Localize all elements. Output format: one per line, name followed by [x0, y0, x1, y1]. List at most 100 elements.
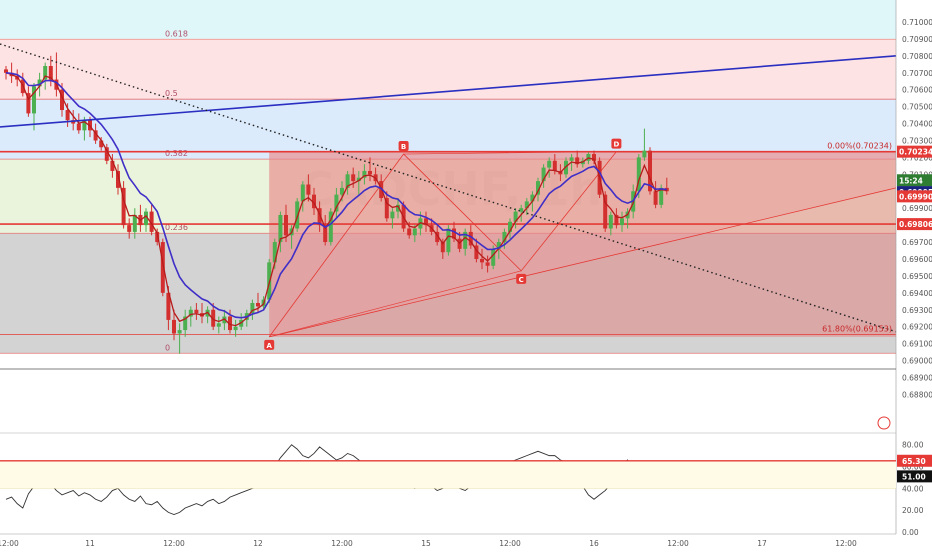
candle-body: [177, 330, 182, 334]
candle-body: [480, 258, 484, 263]
fib-right-label: 0.00%(0.70234): [827, 142, 892, 151]
candle-body: [300, 184, 305, 202]
candle-body: [345, 174, 350, 188]
candle-body: [155, 231, 160, 243]
candle-body: [552, 160, 557, 171]
abcd-path: [268, 151, 617, 338]
fib-level-label: 0.618: [165, 29, 188, 38]
candle-body: [110, 160, 115, 171]
price-tick-label: 0.69500: [902, 272, 932, 281]
price-tick-label: 0.69200: [902, 323, 932, 332]
candle-body: [93, 130, 98, 141]
time-tick-label: 12:00: [667, 539, 689, 548]
candle-body: [306, 184, 311, 195]
fib-right-label: 61.80%(0.69153): [822, 325, 892, 334]
price-tag: [897, 190, 932, 203]
price-tag-label: 15:24: [899, 176, 923, 185]
candle-body: [351, 174, 356, 182]
time-tick-label: 11: [85, 539, 95, 548]
candle-body: [127, 225, 132, 232]
candle-body: [653, 191, 658, 205]
candle-body: [183, 316, 188, 331]
candle-body: [541, 167, 546, 182]
price-tag: [897, 218, 932, 231]
candle-body: [312, 194, 316, 209]
candle-body: [37, 79, 42, 87]
time-tick-label: 12:00: [835, 539, 857, 548]
candle-body: [474, 245, 479, 259]
price-tick-label: 0.70900: [902, 35, 932, 44]
candle-body: [536, 181, 540, 195]
rsi-level-tag: [897, 454, 932, 467]
candle-body: [216, 323, 221, 327]
candle-body: [4, 69, 8, 73]
candle-body: [172, 319, 176, 334]
candle-body: [160, 242, 165, 293]
pattern-point-marker: [264, 339, 275, 350]
price-tick-label: 0.68800: [902, 390, 932, 399]
candle-body: [368, 170, 372, 175]
candle-body: [530, 194, 535, 202]
candle-body: [356, 177, 361, 182]
candle-body: [32, 86, 36, 114]
price-tick-label: 0.70700: [902, 69, 932, 78]
candle-body: [446, 228, 451, 253]
candle-body: [659, 187, 664, 205]
candle-body: [424, 218, 428, 226]
candle-body: [362, 170, 367, 178]
price-tick-label: 0.70500: [902, 103, 932, 112]
time-tick-label: 12: [253, 539, 263, 548]
candle-body: [188, 309, 193, 317]
fib-level-label: 0.382: [165, 149, 188, 158]
rsi-tick-label: 0.00: [902, 528, 919, 537]
candle-body: [211, 309, 216, 327]
price-tick-label: 0.70300: [902, 136, 932, 145]
candle-body: [76, 123, 81, 131]
candle-body: [121, 187, 126, 226]
pattern-point-marker: [398, 141, 409, 152]
price-tick-label: 0.69100: [902, 340, 932, 349]
candle-body: [222, 316, 227, 324]
price-tag: [897, 145, 932, 158]
candle-body: [502, 231, 507, 243]
support-trendline: [269, 187, 897, 338]
candle-body: [233, 326, 238, 331]
rsi-band: [0, 460, 896, 489]
candle-body: [166, 292, 171, 320]
price-tick-label: 0.69700: [902, 238, 932, 247]
candle-body: [564, 160, 568, 175]
price-tick-label: 0.69600: [902, 255, 932, 264]
time-tick-label: 17: [757, 539, 767, 548]
price-tag-label: 0.70234: [899, 148, 932, 157]
candle-body: [334, 194, 339, 212]
candle-body: [228, 316, 232, 331]
candle-body: [132, 214, 137, 232]
time-tick-label: 16: [589, 539, 599, 548]
price-tick-label: 0.70400: [902, 120, 932, 129]
candle-body: [547, 160, 552, 168]
candle-body: [491, 248, 496, 266]
rsi-line: [5, 444, 656, 516]
candle-body: [468, 231, 473, 246]
rsi-current-label: 51.00: [902, 472, 926, 481]
candle-body: [440, 242, 445, 253]
candle-body: [284, 214, 288, 236]
candle-body: [43, 66, 48, 80]
time-tick-label: 15: [421, 539, 431, 548]
price-tick-label: 0.69300: [902, 306, 932, 315]
candle-body: [664, 187, 669, 192]
pattern-triangle: [269, 151, 896, 337]
candle-body: [104, 147, 109, 161]
candle-body: [513, 211, 518, 222]
price-tick-label: 0.69900: [902, 204, 932, 213]
candle-body: [149, 211, 154, 232]
rsi-tick-label: 80.00: [902, 441, 924, 450]
candle-body: [508, 221, 512, 232]
price-tag: [897, 174, 932, 187]
candle-body: [384, 198, 389, 219]
candle-body: [26, 93, 31, 114]
